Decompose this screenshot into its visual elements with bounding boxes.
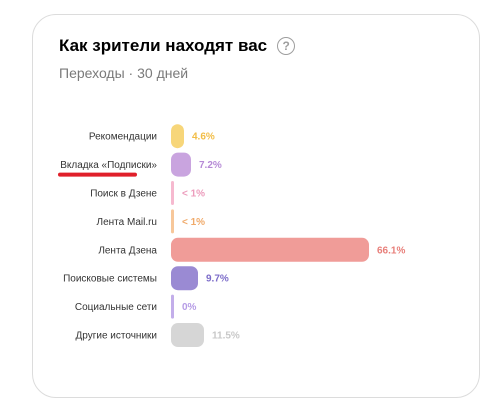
bar-1[interactable] [171, 152, 191, 177]
value-label: < 1% [182, 189, 205, 200]
bar-4[interactable] [171, 237, 369, 262]
traffic-sources-card [32, 14, 480, 398]
card-header: Как зрители находят вас ? [59, 36, 296, 56]
category-label: Лента Дзена [98, 245, 157, 256]
category-label: Лента Mail.ru [97, 217, 157, 228]
value-label: 11.5% [212, 331, 240, 342]
bar-3[interactable] [171, 209, 174, 234]
card-title: Как зрители находят вас [59, 36, 268, 55]
value-label: 7.2% [199, 160, 222, 171]
bar-5[interactable] [171, 266, 198, 291]
bar-0[interactable] [171, 124, 184, 149]
value-label: < 1% [182, 217, 205, 228]
category-label: Вкладка «Подписки» [60, 160, 157, 171]
category-label: Поисковые системы [63, 274, 157, 285]
value-label: 0% [182, 302, 197, 313]
value-label: 4.6% [192, 132, 215, 143]
bar-6[interactable] [171, 294, 174, 319]
question-circle-icon[interactable]: ? [277, 37, 296, 55]
value-label: 9.7% [206, 274, 229, 285]
category-label: Поиск в Дзене [90, 189, 157, 200]
category-label: Рекомендации [89, 132, 157, 143]
value-label: 66.1% [377, 245, 405, 256]
bar-7[interactable] [171, 323, 204, 347]
bar-2[interactable] [171, 181, 174, 205]
category-label: Другие источники [76, 331, 157, 342]
category-label: Социальные сети [75, 302, 157, 313]
card-subtitle: Переходы · 30 дней [59, 65, 189, 81]
